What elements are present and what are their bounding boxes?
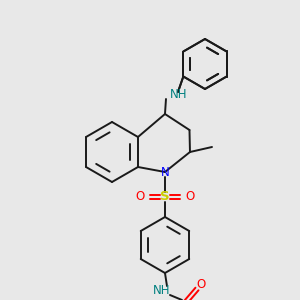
Text: S: S	[160, 190, 170, 203]
Text: NH: NH	[170, 88, 188, 100]
Text: N: N	[160, 166, 169, 178]
Text: O: O	[196, 278, 206, 292]
Text: NH: NH	[153, 284, 171, 298]
Text: O: O	[185, 190, 195, 203]
Text: O: O	[135, 190, 145, 203]
